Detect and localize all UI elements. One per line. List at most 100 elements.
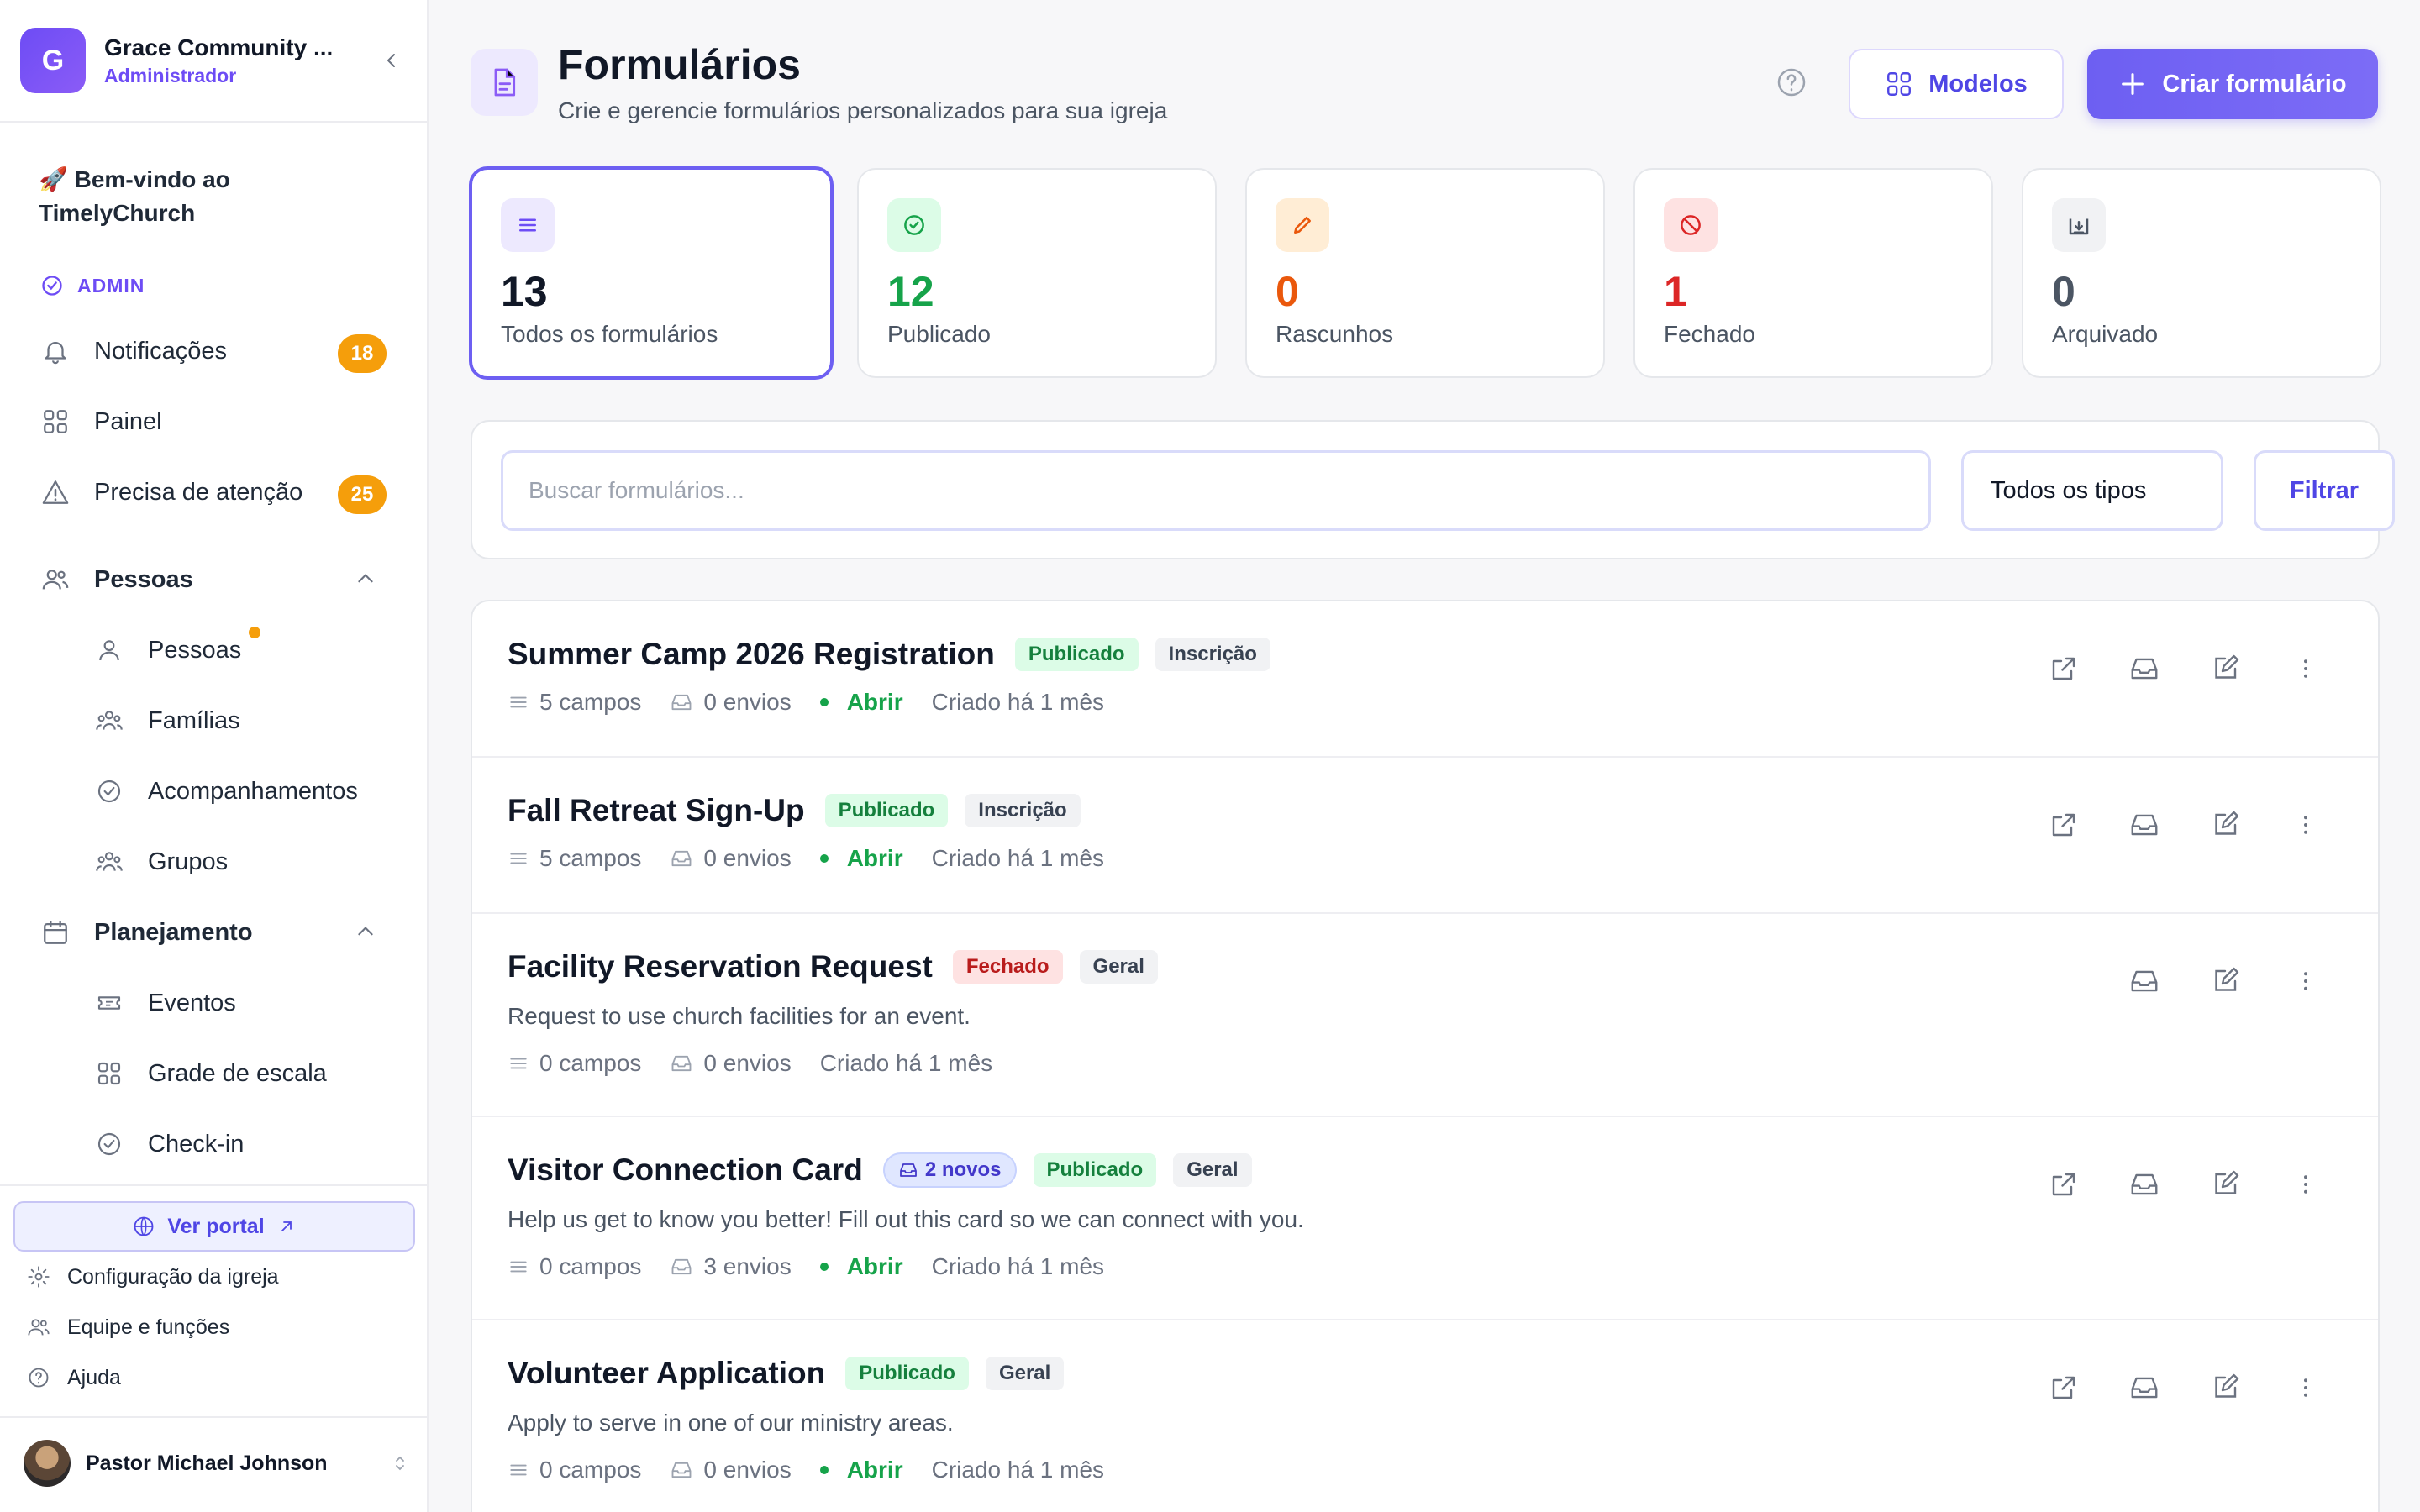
list-item[interactable]: Visitor Connection Card 2 novos Publicad… — [472, 1117, 2378, 1320]
fields-count: 0 campos — [508, 1050, 641, 1077]
sidebar-item-people[interactable]: Pessoas — [92, 627, 392, 674]
plus-icon — [2122, 73, 2144, 95]
edit-form-button[interactable] — [2185, 643, 2265, 694]
sidebar-item-checkin[interactable]: Check-in — [92, 1121, 392, 1168]
inbox-icon — [671, 1462, 692, 1478]
view-submissions-button[interactable] — [2104, 800, 2185, 850]
edit-form-button[interactable] — [2185, 956, 2265, 1006]
stat-card-drafts[interactable]: 0 Rascunhos — [1245, 168, 1605, 378]
list-icon — [510, 1058, 527, 1069]
external-arrow-icon — [281, 1221, 292, 1231]
list-item[interactable]: Summer Camp 2026 Registration Publicado … — [472, 601, 2378, 758]
ticket-icon — [92, 986, 126, 1020]
sidebar-section-planning[interactable]: Planejamento — [39, 909, 392, 956]
help-icon[interactable] — [1775, 66, 1808, 99]
view-submissions-button[interactable] — [2104, 1362, 2185, 1413]
sidebar-item-followups[interactable]: Acompanhamentos — [92, 768, 392, 815]
create-form-button[interactable]: Criar formulário — [2087, 49, 2378, 119]
edit-form-button[interactable] — [2185, 1362, 2265, 1413]
view-submissions-button[interactable] — [2104, 1159, 2185, 1210]
collapse-sidebar-button[interactable] — [375, 44, 408, 77]
edit-icon — [2215, 654, 2239, 679]
form-title[interactable]: Fall Retreat Sign-Up — [508, 793, 805, 827]
welcome-link[interactable]: 🚀 Bem-vindo ao TimelyChurch — [39, 166, 230, 226]
open-external-button[interactable] — [2023, 643, 2104, 694]
type-select[interactable]: Todos os tipos — [1961, 450, 2223, 531]
user-icon — [92, 633, 126, 667]
stat-card-all[interactable]: 13 Todos os formulários — [469, 166, 834, 380]
filter-bar: Todos os tipos Filtrar — [471, 420, 2395, 559]
stat-card-archived[interactable]: 0 Arquivado — [2022, 168, 2381, 378]
fields-count: 5 campos — [508, 689, 641, 716]
new-submissions-badge[interactable]: 2 novos — [882, 1152, 1017, 1188]
external-link-icon — [2052, 1376, 2075, 1399]
user-name: Pastor Michael Johnson — [86, 1451, 328, 1475]
divider — [0, 121, 429, 123]
warning-icon — [39, 475, 72, 509]
form-title[interactable]: Visitor Connection Card — [508, 1152, 863, 1187]
main-content: Formulários Crie e gerencie formulários … — [430, 0, 2420, 1512]
user-menu[interactable]: Pastor Michael Johnson — [24, 1438, 410, 1488]
sidebar-item-help[interactable]: Ajuda — [27, 1361, 121, 1394]
list-icon — [510, 696, 527, 708]
edit-form-button[interactable] — [2185, 1159, 2265, 1210]
inbox-icon — [2131, 814, 2158, 836]
form-title[interactable]: Summer Camp 2026 Registration — [508, 637, 995, 671]
sidebar-item-schedule-grid[interactable]: Grade de escala — [92, 1050, 392, 1097]
more-options-button[interactable] — [2265, 643, 2346, 694]
edit-form-button[interactable] — [2185, 800, 2265, 850]
help-icon — [29, 1368, 49, 1388]
form-title[interactable]: Facility Reservation Request — [508, 949, 933, 984]
sidebar-item-groups[interactable]: Grupos — [92, 838, 392, 885]
open-external-button[interactable] — [2023, 1159, 2104, 1210]
list-item[interactable]: Volunteer Application Publicado Geral Ap… — [472, 1320, 2378, 1512]
sidebar-item-dashboard[interactable]: Painel — [39, 398, 392, 445]
filter-button[interactable]: Filtrar — [2254, 450, 2395, 531]
view-portal-button[interactable]: Ver portal — [13, 1201, 415, 1252]
sidebar-item-team-roles[interactable]: Equipe e funções — [27, 1310, 229, 1344]
form-title[interactable]: Volunteer Application — [508, 1356, 826, 1390]
group-icon — [92, 845, 126, 879]
open-external-button[interactable] — [2023, 1362, 2104, 1413]
more-vertical-icon — [2304, 1378, 2307, 1397]
inbox-icon — [2131, 970, 2158, 992]
sidebar-item-church-settings[interactable]: Configuração da igreja — [27, 1260, 279, 1294]
open-external-button[interactable] — [2023, 800, 2104, 850]
org-name: Grace Community ... — [104, 34, 334, 60]
search-input[interactable] — [501, 450, 1931, 531]
status-badge: Publicado — [1033, 1153, 1157, 1187]
more-options-button[interactable] — [2265, 1362, 2346, 1413]
stat-card-published[interactable]: 12 Publicado — [857, 168, 1217, 378]
edit-icon — [2215, 1170, 2239, 1194]
more-vertical-icon — [2304, 816, 2307, 834]
check-circle-icon — [92, 774, 126, 808]
stat-value: 0 — [2052, 268, 2075, 315]
stat-value: 12 — [887, 268, 934, 315]
more-options-button[interactable] — [2265, 800, 2346, 850]
sidebar-item-notifications[interactable]: Notificações 18 — [39, 328, 392, 375]
type-badge: Inscrição — [965, 794, 1081, 827]
org-switcher[interactable]: G Grace Community ... Administrador — [20, 27, 408, 94]
sidebar-item-families[interactable]: Famílias — [92, 697, 392, 744]
stat-card-closed[interactable]: 1 Fechado — [1634, 168, 1993, 378]
grid-icon — [39, 405, 72, 438]
type-badge: Geral — [1173, 1153, 1252, 1187]
more-options-button[interactable] — [2265, 1159, 2346, 1210]
stat-label: Rascunhos — [1276, 321, 1394, 347]
inbox-icon — [2131, 658, 2158, 680]
more-options-button[interactable] — [2265, 956, 2346, 1006]
view-submissions-button[interactable] — [2104, 956, 2185, 1006]
list-item[interactable]: Fall Retreat Sign-Up Publicado Inscrição… — [472, 758, 2378, 914]
archive-icon — [2052, 198, 2106, 252]
sidebar-item-attention[interactable]: Precisa de atenção 25 — [39, 469, 392, 516]
type-badge: Geral — [985, 1357, 1065, 1390]
view-submissions-button[interactable] — [2104, 643, 2185, 694]
stat-value: 13 — [501, 268, 548, 315]
sidebar-item-events[interactable]: Eventos — [92, 979, 392, 1026]
more-vertical-icon — [2304, 659, 2307, 678]
submissions-count: 0 envios — [670, 1457, 792, 1483]
templates-button[interactable]: Modelos — [1849, 49, 2064, 119]
grid-icon — [92, 1057, 126, 1090]
sidebar-section-people[interactable]: Pessoas — [39, 556, 392, 603]
list-item[interactable]: Facility Reservation Request Fechado Ger… — [472, 914, 2378, 1117]
